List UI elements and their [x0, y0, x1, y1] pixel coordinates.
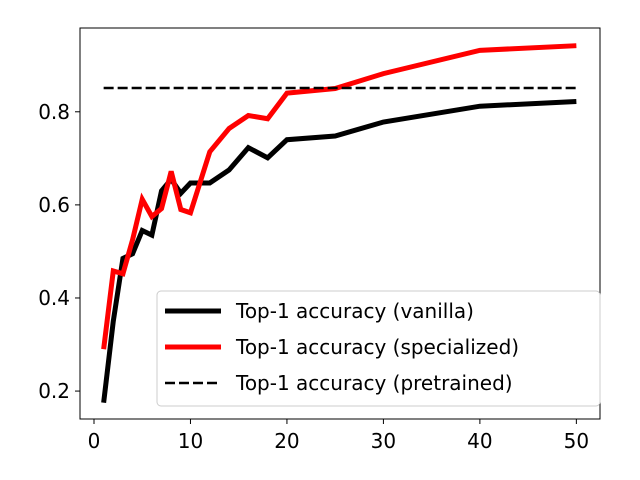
- y-tick-label: 0.8: [38, 100, 70, 124]
- x-tick-label: 10: [178, 429, 203, 453]
- legend-label-1: Top-1 accuracy (specialized): [235, 335, 519, 359]
- y-tick-label: 0.4: [38, 286, 70, 310]
- axis-ticks: 0 10 20 30 40 50 0.2 0.4 0.6 0.8: [38, 100, 589, 453]
- series-line-0: [101, 99, 577, 404]
- y-tick-label: 0.2: [38, 379, 70, 403]
- legend-label-0: Top-1 accuracy (vanilla): [235, 299, 474, 323]
- x-tick-label: 50: [564, 429, 589, 453]
- x-tick-label: 20: [274, 429, 299, 453]
- y-tick-label: 0.6: [38, 193, 70, 217]
- series-layer: [101, 43, 577, 404]
- plot-area-frame: [79, 27, 601, 420]
- legend-entries: Top-1 accuracy (vanilla) Top-1 accuracy (…: [165, 299, 519, 395]
- legend-box: [156, 290, 601, 407]
- x-tick-label: 40: [467, 429, 492, 453]
- x-tick-label: 30: [371, 429, 396, 453]
- legend: Top-1 accuracy (vanilla) Top-1 accuracy (…: [156, 290, 601, 407]
- x-tick-label: 0: [88, 429, 101, 453]
- legend-label-2: Top-1 accuracy (pretrained): [235, 371, 513, 395]
